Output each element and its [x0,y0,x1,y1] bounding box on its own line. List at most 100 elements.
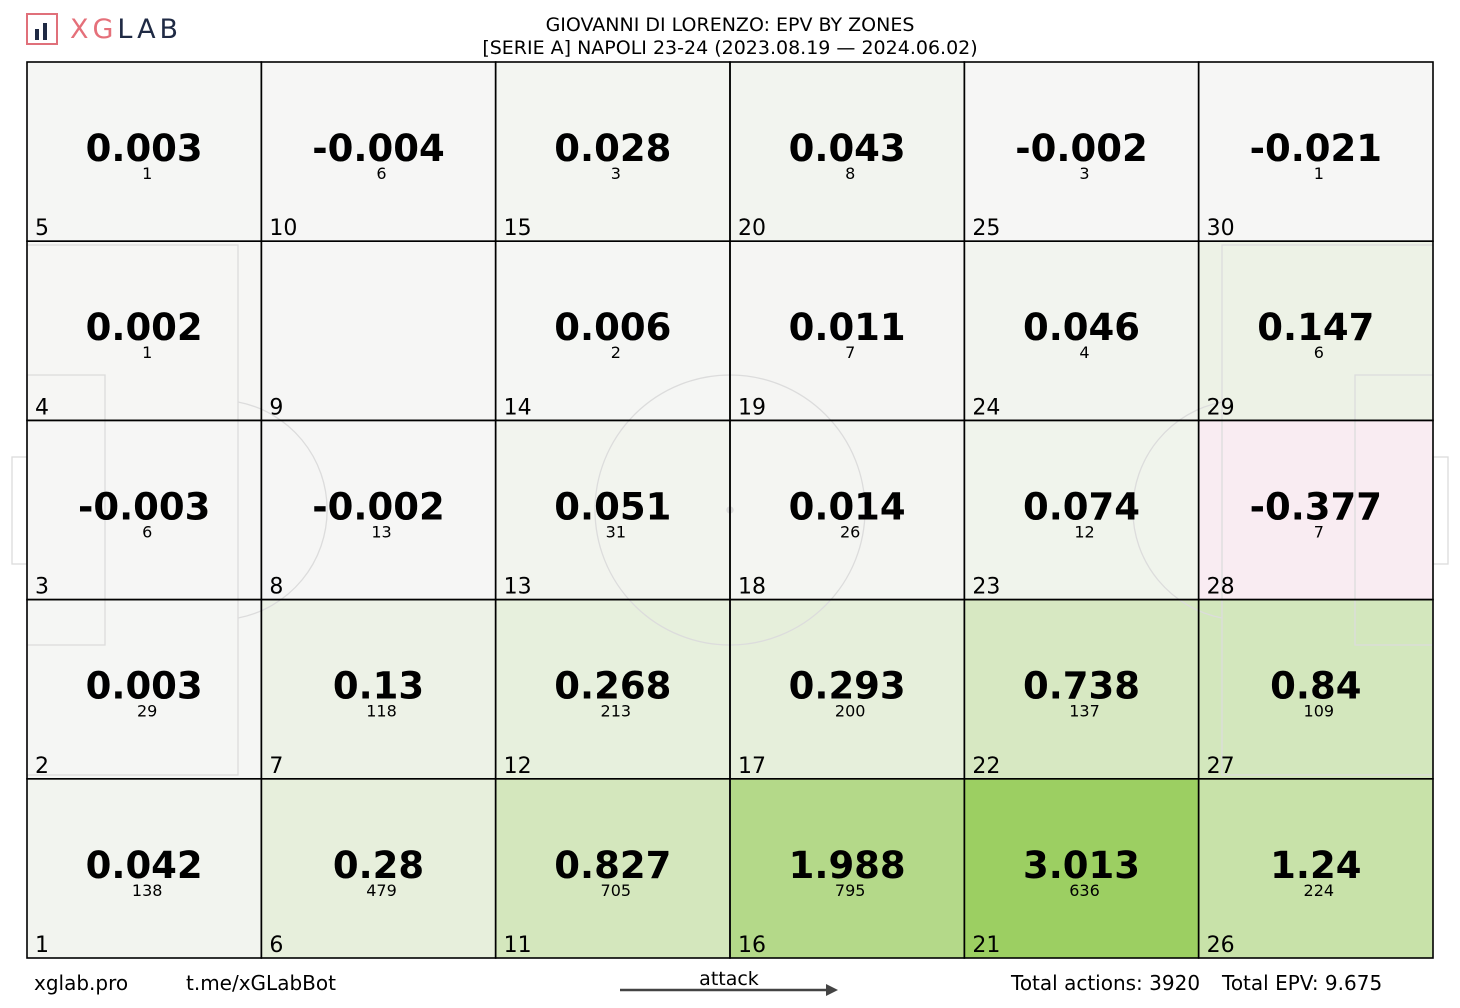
zone-number: 7 [269,754,283,779]
zone-cell-8 [261,420,496,600]
zone-cell-28 [1198,420,1433,600]
zone-cell-10 [261,62,496,242]
zone-epv-value: 3.013 [1023,844,1140,887]
zone-number: 17 [738,754,766,779]
zone-number: 24 [972,395,1000,420]
zone-cell-17 [730,599,965,779]
zone-action-count: 705 [601,881,632,900]
zone-epv-value: 0.003 [86,127,203,170]
chart-subtitle: [SERIE A] NAPOLI 23-24 (2023.08.19 — 202… [482,37,978,59]
zone-cell-26 [1198,778,1433,958]
zone-action-count: 13 [371,522,391,541]
zone-epv-value: 1.988 [789,844,906,887]
zone-cell-18 [730,420,965,600]
zone-epv-value: -0.003 [78,485,210,528]
zone-number: 18 [738,575,766,600]
zone-cell-1 [27,778,262,958]
zone-action-count: 6 [1314,343,1324,362]
zone-cell-22 [964,599,1199,779]
zone-cell-6 [261,778,496,958]
zone-epv-value: 0.002 [86,306,203,349]
zone-action-count: 1 [142,164,152,183]
zone-cell-9 [261,241,496,421]
zone-action-count: 137 [1069,702,1100,721]
zone-action-count: 213 [601,702,632,721]
zone-action-count: 636 [1069,881,1100,900]
site-link[interactable]: xglab.pro [34,971,129,995]
zone-epv-value: -0.002 [1015,127,1147,170]
left-goal [11,456,28,565]
zone-number: 21 [972,933,1000,958]
total-epv: Total EPV: 9.675 [1222,971,1383,995]
zone-action-count: 795 [835,881,866,900]
zone-cell-4 [27,241,262,421]
zone-number: 14 [504,395,532,420]
xglab-logo: XGLAB [26,12,182,46]
zone-action-count: 6 [376,164,386,183]
zone-number: 2 [35,754,49,779]
zone-border-30 [1197,61,1434,242]
total-actions: Total actions: 3920 [1011,971,1201,995]
zone-number: 20 [738,216,766,241]
right-penalty-arc [1132,401,1223,619]
zone-epv-value: 0.042 [86,844,203,887]
zone-labels: 0.04213810.003292-0.003630.002140.003150… [35,127,1382,958]
zone-epv-value: 0.043 [789,127,906,170]
zone-action-count: 2 [611,343,621,362]
zone-action-count: 7 [845,343,855,362]
zone-number: 15 [504,216,532,241]
zone-epv-value: 0.003 [86,665,203,708]
zone-cell-14 [495,241,730,421]
attack-label: attack [699,968,759,990]
zone-number: 1 [35,933,49,958]
zone-epv-value: 0.074 [1023,485,1140,528]
attack-arrow [620,984,838,996]
zone-cells [27,62,1433,958]
zone-cell-27 [1198,599,1433,779]
zone-epv-value: 0.006 [554,306,671,349]
chart-title: GIOVANNI DI LORENZO: EPV BY ZONES [545,14,915,36]
zone-cell-5 [27,62,262,242]
zone-epv-value: 0.268 [554,665,671,708]
zone-action-count: 8 [845,164,855,183]
zone-cell-19 [730,241,965,421]
zone-action-count: 3 [611,164,621,183]
zone-action-count: 200 [835,702,866,721]
zone-number: 13 [504,575,532,600]
bar-chart-icon [26,13,58,45]
zone-action-count: 479 [366,881,397,900]
zone-number: 16 [738,933,766,958]
zone-epv-value: 0.84 [1270,665,1361,708]
zone-cell-24 [964,241,1199,421]
zone-epv-value: -0.377 [1250,485,1382,528]
zone-epv-value: -0.021 [1250,127,1382,170]
zone-number: 29 [1207,395,1235,420]
zone-action-count: 29 [137,702,157,721]
zone-epv-value: 0.293 [789,665,906,708]
zone-number: 12 [504,754,532,779]
zone-number: 3 [35,575,49,600]
zone-action-count: 26 [840,522,860,541]
zone-cell-30 [1198,62,1433,242]
zone-epv-value: 0.028 [554,127,671,170]
zone-number: 19 [738,395,766,420]
zone-number: 27 [1207,754,1235,779]
zone-action-count: 12 [1074,522,1094,541]
zone-epv-value: 0.011 [789,306,906,349]
zone-epv-value: 0.827 [554,844,671,887]
zone-epv-value: 0.147 [1257,306,1374,349]
zone-cell-7 [261,599,496,779]
zone-number: 4 [35,395,49,420]
zone-number: 26 [1207,933,1235,958]
zone-cell-25 [964,62,1199,242]
zone-cell-29 [1198,241,1433,421]
zone-number: 23 [972,575,1000,600]
zone-action-count: 109 [1304,702,1335,721]
zone-action-count: 3 [1079,164,1089,183]
zone-number: 6 [269,933,283,958]
zone-cell-12 [495,599,730,779]
zone-cell-2 [27,599,262,779]
bot-link[interactable]: t.me/xGLabBot [186,971,336,995]
zone-epv-value: 0.28 [333,844,424,887]
zone-cell-3 [27,420,262,600]
